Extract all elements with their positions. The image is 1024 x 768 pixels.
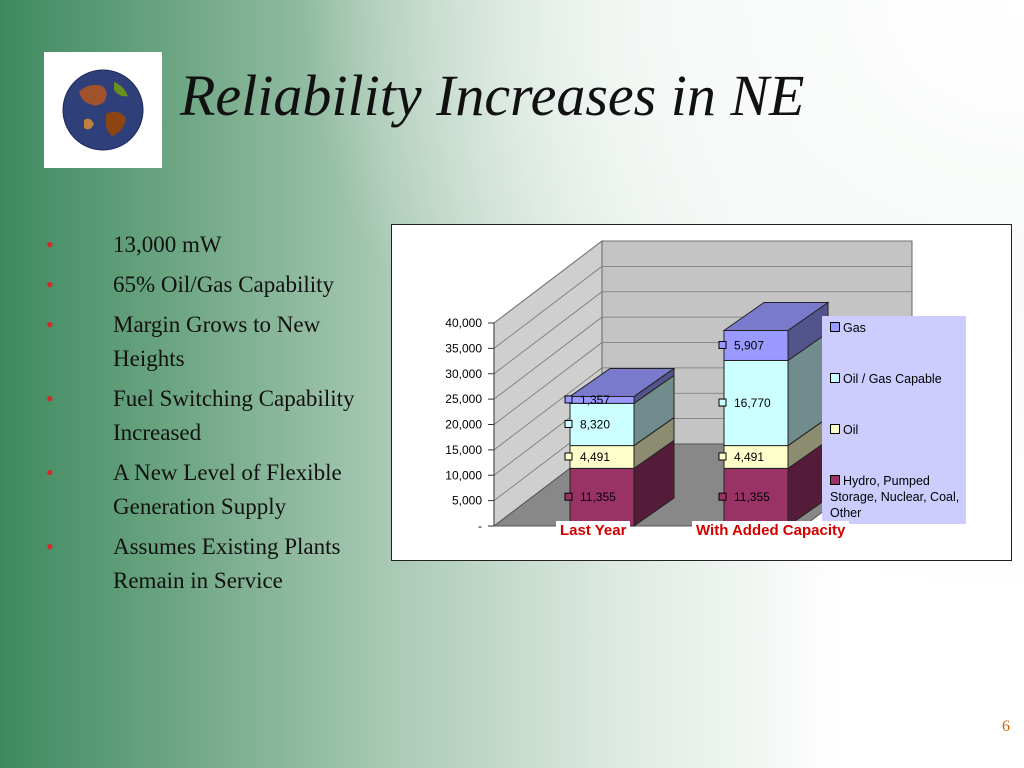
page-number: 6 — [1002, 718, 1010, 735]
data-label-marker — [564, 492, 573, 501]
legend-item: Hydro, Pumped Storage, Nuclear, Coal, Ot… — [830, 473, 962, 521]
data-label: 11,355 — [734, 490, 770, 504]
category-label-last-year: Last Year — [556, 521, 631, 540]
bar-segment-top — [722, 301, 830, 331]
y-tick-label: 20,000 — [445, 418, 482, 432]
bullet-text: Fuel Switching Capability Increased — [113, 386, 355, 445]
gridline — [493, 240, 603, 324]
legend-label: Hydro, Pumped Storage, Nuclear, Coal, Ot… — [830, 474, 960, 520]
y-tick-label: 5,000 — [452, 494, 482, 508]
bullet-item: • Fuel Switching Capability Increased — [40, 382, 390, 450]
y-tick-label: - — [478, 519, 482, 533]
data-label: 1,357 — [580, 393, 610, 407]
data-label: 4,491 — [734, 450, 764, 464]
legend-label: Oil / Gas Capable — [843, 372, 942, 386]
bullet-text: 13,000 mW — [113, 232, 222, 257]
y-tick-label: 15,000 — [445, 443, 482, 457]
gridline — [493, 291, 603, 375]
data-label: 11,355 — [580, 490, 616, 504]
legend-item: Oil / Gas Capable — [830, 371, 962, 387]
legend-swatch — [830, 373, 840, 383]
gridline — [493, 342, 603, 425]
y-tick-label: 10,000 — [445, 468, 482, 482]
company-logo — [44, 52, 162, 168]
data-label: 4,491 — [580, 450, 610, 464]
data-label-marker — [718, 398, 727, 407]
legend-label: Oil — [843, 423, 859, 437]
bullet-icon: • — [46, 460, 54, 485]
bar-segment-top — [568, 367, 676, 397]
data-label-marker — [564, 452, 573, 461]
bullet-icon: • — [46, 272, 54, 297]
legend-swatch — [830, 322, 840, 332]
bar-segment-front — [723, 359, 789, 447]
category-label-with-added-capacity: With Added Capacity — [692, 521, 850, 540]
legend-swatch — [830, 424, 840, 434]
data-label: 5,907 — [734, 338, 764, 352]
gridline — [493, 367, 603, 451]
bullet-icon: • — [46, 312, 54, 337]
bullet-item: • 65% Oil/Gas Capability — [40, 268, 390, 302]
bullet-item: • 13,000 mW — [40, 228, 390, 262]
stacked-bar-chart: - 5,000 10,000 15,000 20,000 25,000 30,000 35,0… — [391, 224, 1012, 561]
legend-item: Oil — [830, 422, 962, 438]
globe-icon — [62, 69, 144, 151]
chart-plot: - 5,000 10,000 15,000 20,000 25,000 30,000 35,0… — [445, 239, 914, 533]
y-tick-label: 40,000 — [445, 316, 482, 330]
data-label-marker — [718, 492, 727, 501]
gridline — [493, 266, 603, 349]
data-label-marker — [564, 419, 573, 428]
bullet-list: • 13,000 mW • 65% Oil/Gas Capability • Marg… — [40, 228, 390, 604]
data-label-marker — [718, 340, 727, 349]
data-label-marker — [718, 452, 727, 461]
slide-title: Reliability Increases in NE — [180, 63, 805, 128]
y-tick-label: 35,000 — [445, 341, 482, 355]
legend-item: Gas — [830, 320, 962, 336]
bullet-icon: • — [46, 386, 54, 411]
bar-segment-front — [569, 467, 635, 527]
bullet-text: 65% Oil/Gas Capability — [113, 272, 335, 297]
bullet-text: Margin Grows to New Heights — [113, 312, 321, 371]
chart-legend: Gas Oil / Gas Capable Oil Hydro, Pumped Sto… — [822, 316, 966, 524]
bullet-item: • Margin Grows to New Heights — [40, 308, 390, 376]
bullet-icon: • — [46, 534, 54, 559]
y-tick-label: 25,000 — [445, 392, 482, 406]
y-tick-label: 30,000 — [445, 367, 482, 381]
bullet-text: A New Level of Flexible Generation Suppl… — [113, 460, 342, 519]
data-label: 16,770 — [734, 396, 771, 410]
gridline — [493, 316, 603, 400]
bullet-item: • Assumes Existing Plants Remain in Servi… — [40, 530, 390, 598]
bullet-item: • A New Level of Flexible Generation Supp… — [40, 456, 390, 524]
legend-swatch — [830, 475, 840, 485]
bullet-text: Assumes Existing Plants Remain in Servic… — [113, 534, 341, 593]
data-label-marker — [564, 395, 573, 404]
bar-segment-front — [723, 329, 789, 361]
data-label: 8,320 — [580, 417, 610, 431]
bullet-icon: • — [46, 232, 54, 257]
legend-label: Gas — [843, 321, 866, 335]
